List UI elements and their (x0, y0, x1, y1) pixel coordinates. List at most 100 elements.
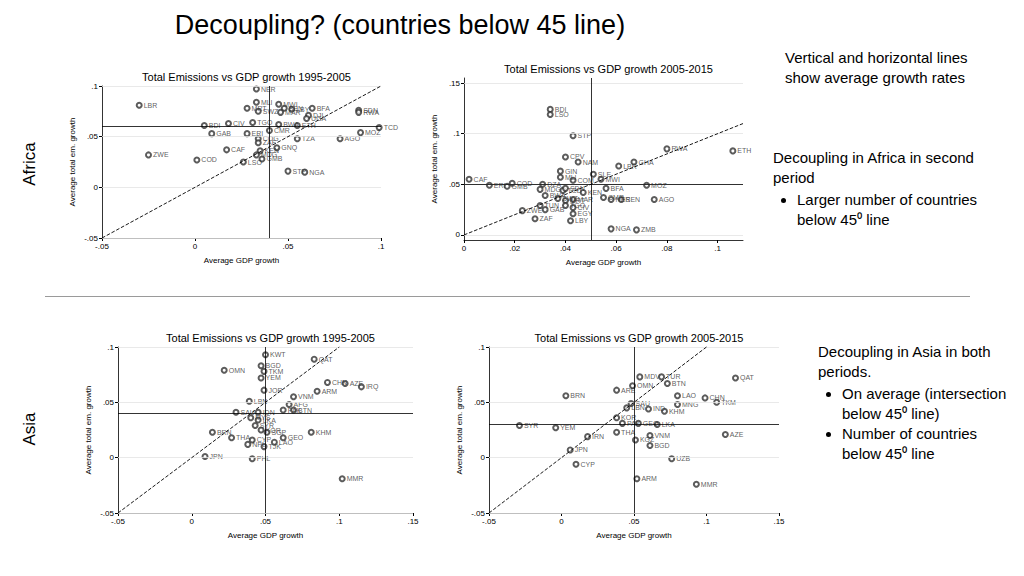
svg-text:SWZ: SWZ (263, 108, 279, 115)
svg-text:SYR: SYR (524, 422, 538, 429)
svg-text:OMN: OMN (229, 367, 245, 374)
svg-text:VNM: VNM (654, 432, 670, 439)
svg-text:LBR: LBR (144, 102, 158, 109)
svg-text:SGP: SGP (271, 429, 286, 436)
svg-text:TGO: TGO (257, 119, 273, 126)
svg-text:Average GDP growth: Average GDP growth (228, 531, 303, 540)
svg-text:Total Emissions vs GDP growth: Total Emissions vs GDP growth 1995-2005 (142, 71, 351, 83)
svg-text:PAK: PAK (288, 407, 302, 414)
svg-text:NPL: NPL (252, 441, 266, 448)
svg-text:THA: THA (236, 434, 250, 441)
svg-text:CYP: CYP (581, 461, 596, 468)
svg-text:BGD: BGD (654, 442, 669, 449)
svg-text:.1: .1 (478, 343, 485, 352)
svg-text:.05: .05 (260, 517, 272, 526)
svg-text:0: 0 (94, 183, 99, 192)
svg-text:ZWE: ZWE (527, 207, 543, 214)
svg-text:NAM: NAM (583, 159, 599, 166)
svg-text:0: 0 (190, 517, 195, 526)
svg-text:UZB: UZB (676, 455, 690, 462)
svg-text:AGO: AGO (659, 196, 675, 203)
svg-text:ZAF: ZAF (540, 215, 553, 222)
svg-text:ARM: ARM (322, 388, 338, 395)
svg-text:Average total em. growth: Average total em. growth (84, 386, 93, 475)
svg-text:.05: .05 (87, 132, 99, 141)
svg-text:MWI: MWI (605, 176, 619, 183)
svg-text:MAR: MAR (578, 196, 594, 203)
svg-text:UGA: UGA (311, 115, 327, 122)
svg-text:0: 0 (110, 453, 115, 462)
svg-text:.15: .15 (773, 517, 785, 526)
svg-text:LAO: LAO (279, 439, 294, 446)
svg-text:OMN: OMN (637, 382, 653, 389)
svg-text:SDN: SDN (570, 185, 585, 192)
svg-text:.05: .05 (103, 398, 115, 407)
svg-text:VNM: VNM (298, 393, 314, 400)
svg-text:0: 0 (456, 230, 461, 239)
svg-text:LSO: LSO (555, 111, 570, 118)
svg-text:ERI: ERI (252, 130, 264, 137)
svg-text:MOZ: MOZ (651, 182, 667, 189)
svg-text:CHN: CHN (332, 379, 347, 386)
svg-text:JPN: JPN (575, 446, 588, 453)
svg-text:GEO: GEO (643, 420, 659, 427)
svg-text:IRN: IRN (592, 433, 604, 440)
svg-text:.08: .08 (661, 244, 673, 253)
svg-text:.05: .05 (474, 398, 486, 407)
svg-text:CIV: CIV (233, 120, 245, 127)
svg-text:CMR: CMR (274, 127, 290, 134)
svg-text:GAB: GAB (216, 130, 231, 137)
svg-text:NGA: NGA (309, 169, 325, 176)
svg-text:-.05: -.05 (95, 242, 109, 251)
svg-text:GNQ: GNQ (281, 144, 298, 152)
svg-text:STP: STP (293, 168, 307, 175)
svg-text:KGZ: KGZ (640, 436, 655, 443)
svg-text:BFA: BFA (611, 185, 625, 192)
svg-text:BRN: BRN (570, 392, 585, 399)
svg-text:0: 0 (193, 242, 198, 251)
svg-text:.06: .06 (611, 244, 623, 253)
svg-text:IRQ: IRQ (366, 383, 379, 391)
svg-text:Total Emissions vs GDP growth: Total Emissions vs GDP growth 1995-2005 (166, 332, 375, 344)
svg-text:BRN: BRN (217, 429, 232, 436)
svg-text:.05: .05 (282, 242, 294, 251)
svg-text:ARM: ARM (641, 475, 657, 482)
svg-text:-.05: -.05 (111, 517, 125, 526)
svg-text:BTN: BTN (672, 380, 686, 387)
svg-text:CAF: CAF (231, 146, 245, 153)
svg-text:KEN: KEN (588, 189, 602, 196)
svg-text:KWT: KWT (270, 351, 286, 358)
svg-text:0: 0 (559, 517, 564, 526)
svg-text:MDV: MDV (644, 373, 660, 380)
svg-text:YEM: YEM (266, 374, 281, 381)
svg-text:PAK: PAK (627, 420, 641, 427)
svg-text:EGY: EGY (578, 210, 593, 217)
svg-text:LBN: LBN (631, 404, 645, 411)
svg-text:-.05: -.05 (482, 517, 496, 526)
svg-text:ERI: ERI (494, 182, 506, 189)
svg-text:TCD: TCD (384, 124, 398, 131)
svg-text:KHM: KHM (669, 408, 685, 415)
svg-text:.1: .1 (336, 517, 343, 526)
svg-text:GMB: GMB (266, 155, 282, 162)
svg-text:.1: .1 (453, 129, 460, 138)
svg-text:LAO: LAO (682, 392, 697, 399)
svg-text:BFA: BFA (317, 105, 331, 112)
svg-text:MOZ: MOZ (365, 129, 381, 136)
svg-text:.1: .1 (703, 517, 710, 526)
svg-text:YEM: YEM (560, 424, 575, 431)
svg-text:JPN: JPN (210, 453, 223, 460)
svg-text:IND: IND (653, 405, 665, 412)
svg-text:MAR: MAR (285, 109, 301, 116)
svg-text:COD: COD (517, 180, 533, 187)
svg-text:AZE: AZE (350, 380, 364, 387)
svg-text:.1: .1 (91, 82, 98, 91)
svg-text:.15: .15 (449, 79, 461, 88)
svg-text:Average total em. growth: Average total em. growth (68, 118, 77, 207)
svg-text:KHM: KHM (316, 429, 332, 436)
svg-text:PHL: PHL (257, 455, 271, 462)
svg-text:MMR: MMR (347, 475, 364, 482)
svg-text:Total Emissions vs GDP growth: Total Emissions vs GDP growth 2005-2015 (535, 332, 744, 344)
svg-text:QAT: QAT (740, 374, 755, 382)
svg-text:NGA: NGA (616, 225, 632, 232)
